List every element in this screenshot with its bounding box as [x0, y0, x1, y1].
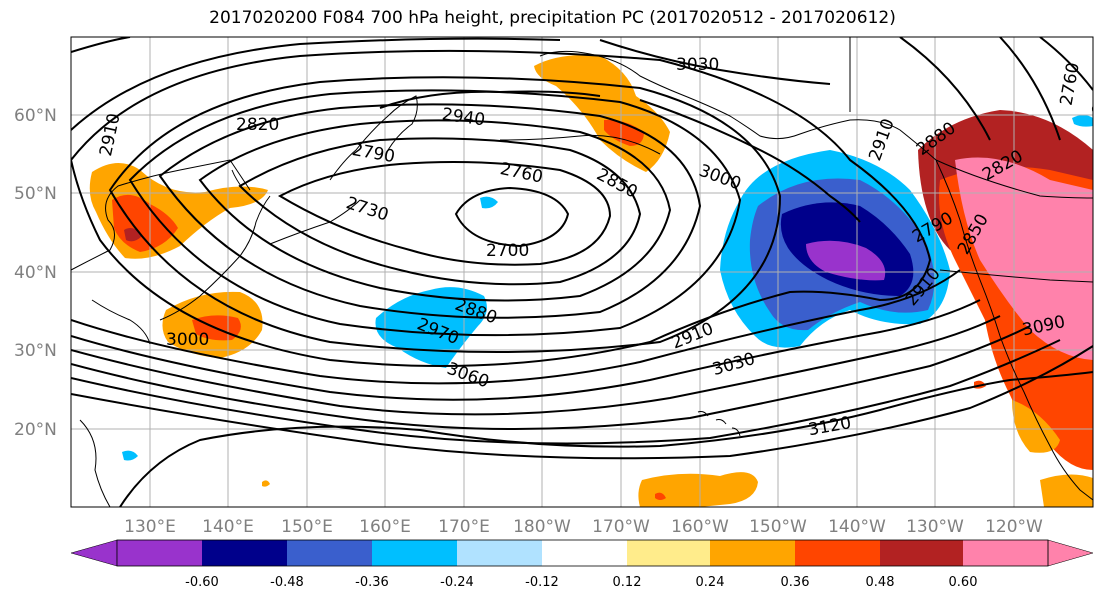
lat-label: 30°N — [14, 341, 57, 361]
colorbar-tick-label: -0.60 — [185, 575, 219, 590]
precip-negative-dot-west — [122, 450, 138, 461]
colorbar-frame — [116, 539, 1049, 567]
lat-label: 20°N — [14, 420, 57, 440]
precip-positive-max-west-america — [955, 157, 1093, 360]
colorbar-segment — [542, 540, 627, 566]
precip-negative-region-central-pacific — [375, 287, 487, 368]
lon-label: 150°E — [281, 517, 333, 537]
coastline-north-america — [935, 159, 1093, 501]
precip-positive-dot-hawaii — [655, 492, 666, 500]
contour-3060 — [71, 339, 1061, 445]
precip-positive-dot-west — [262, 480, 270, 487]
lat-label: 60°N — [14, 106, 57, 126]
map-frame — [70, 36, 1094, 508]
contour-3000 — [71, 99, 1001, 416]
contour-3120 — [119, 371, 1093, 507]
contour-label: 2820 — [236, 115, 279, 135]
lon-label: 130°W — [906, 517, 964, 537]
colorbar-tick-label: -0.48 — [270, 575, 304, 590]
contour-2760 — [238, 137, 642, 286]
coastline-alaska — [539, 50, 937, 161]
boundary-canada — [849, 37, 1093, 283]
lon-label: 160°W — [671, 517, 729, 537]
contour-2820 — [158, 103, 702, 319]
colorbar-max-extend — [1047, 539, 1094, 567]
coastline-asia — [71, 159, 251, 507]
contour-2730 — [277, 161, 612, 266]
contour-3090 — [71, 345, 1093, 460]
lon-label: 160°E — [359, 517, 411, 537]
colorbar-tick-label: 0.48 — [866, 575, 895, 590]
precip-positive-core-alaska — [604, 119, 644, 146]
precip-negative-dot-low — [480, 196, 498, 209]
lon-label: 150°W — [749, 517, 807, 537]
colorbar-segment — [880, 540, 963, 566]
colorbar-tick-label: 0.24 — [696, 575, 725, 590]
lon-label: 130°E — [124, 517, 176, 537]
precip-negative-max-gulf-of-alaska — [806, 240, 886, 281]
lon-label: 140°W — [828, 517, 886, 537]
lat-label: 40°N — [14, 263, 57, 283]
contour-2970 — [71, 299, 981, 401]
colorbar-tick-label: 0.36 — [781, 575, 810, 590]
lon-label: 140°E — [202, 517, 254, 537]
contour-2940 — [71, 37, 961, 385]
latitude-labels: 60°N 50°N 40°N 30°N 20°N — [14, 106, 57, 440]
longitude-labels: 130°E 140°E 150°E 160°E 170°E 180°W 170°… — [124, 517, 1043, 537]
map-title: 2017020200 F084 700 hPa height, precipit… — [209, 8, 896, 28]
contour-2850 — [128, 89, 742, 337]
contour-2910 — [71, 49, 932, 367]
height-contours — [71, 37, 1093, 507]
lat-label: 50°N — [14, 184, 57, 204]
colorbar-min-extend — [70, 539, 118, 567]
colorbar-segment — [457, 540, 542, 566]
map-area: 3030 2940 2820 2910 2790 2760 2850 3000 … — [71, 37, 1093, 507]
lon-label: 170°E — [438, 517, 490, 537]
precip-negative-dot-canada — [1072, 115, 1093, 127]
colorbar-tick-label: 0.12 — [613, 575, 642, 590]
precip-positive-region-hawaii-south — [638, 472, 758, 507]
lon-label: 170°W — [592, 517, 650, 537]
contour-2880 — [108, 76, 782, 353]
lon-label: 180°W — [513, 517, 571, 537]
contour-3030 — [71, 39, 1031, 430]
colorbar-tick-label: -0.12 — [525, 575, 559, 590]
colorbar-segment — [795, 540, 880, 566]
colorbar-segment — [202, 540, 287, 566]
colorbar-segment — [710, 540, 795, 566]
contour-label: 2700 — [486, 241, 529, 261]
colorbar-tick-label: -0.36 — [355, 575, 389, 590]
colorbar-segment — [372, 540, 457, 566]
precip-positive-region-mexico — [1040, 474, 1093, 507]
contour-2700 — [454, 186, 570, 248]
contour-west-north — [71, 37, 1093, 141]
colorbar-segment — [963, 540, 1048, 566]
contour-label: 3030 — [676, 55, 719, 75]
colorbar-segment — [117, 540, 202, 566]
contour-2790 — [198, 119, 672, 302]
colorbar-segment — [627, 540, 710, 566]
colorbar-tick-label: -0.24 — [440, 575, 474, 590]
contour-label: 3000 — [166, 330, 209, 350]
colorbar-tick-label: 0.60 — [949, 575, 978, 590]
lon-label: 120°W — [985, 517, 1043, 537]
colorbar-segment — [287, 540, 372, 566]
colorbar: -0.60 -0.48 -0.36 -0.24 -0.12 0.12 0.24 … — [70, 539, 1094, 590]
precip-positive-region-baja — [1012, 400, 1060, 453]
